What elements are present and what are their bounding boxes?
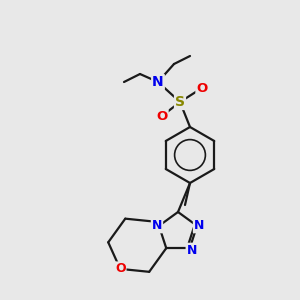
Text: O: O [115, 262, 125, 275]
Text: N: N [194, 219, 204, 232]
Text: O: O [196, 82, 208, 94]
Text: O: O [156, 110, 168, 122]
Text: S: S [175, 95, 185, 109]
Text: N: N [187, 244, 197, 257]
Text: N: N [152, 219, 162, 232]
Text: N: N [152, 75, 164, 89]
